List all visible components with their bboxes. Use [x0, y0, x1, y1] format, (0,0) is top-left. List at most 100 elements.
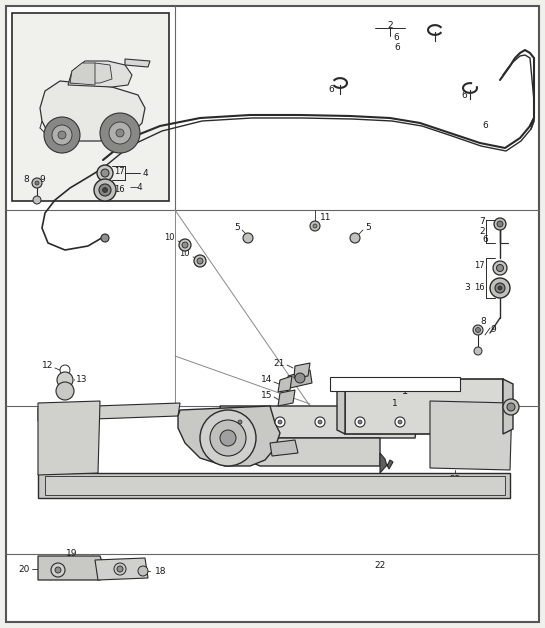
- Text: 20: 20: [19, 565, 30, 573]
- Text: 9: 9: [490, 325, 496, 335]
- Circle shape: [179, 239, 191, 251]
- Text: 4: 4: [143, 168, 149, 178]
- Polygon shape: [270, 440, 298, 456]
- Text: 14: 14: [261, 376, 272, 384]
- Circle shape: [313, 224, 317, 228]
- Text: 18: 18: [155, 566, 167, 575]
- Circle shape: [503, 399, 519, 415]
- Text: 10: 10: [165, 234, 175, 242]
- Circle shape: [475, 327, 481, 332]
- Text: 2: 2: [480, 227, 485, 236]
- Polygon shape: [337, 379, 345, 434]
- Circle shape: [200, 410, 256, 466]
- Text: 21: 21: [274, 359, 285, 367]
- Text: 8: 8: [23, 175, 29, 183]
- Circle shape: [474, 347, 482, 355]
- Text: 7: 7: [479, 217, 485, 225]
- Circle shape: [495, 283, 505, 293]
- Polygon shape: [220, 406, 420, 438]
- Text: 5: 5: [234, 224, 240, 232]
- Text: 12 13 14 15 21 22: 12 13 14 15 21 22: [360, 379, 429, 389]
- Circle shape: [32, 178, 42, 188]
- Text: 9: 9: [39, 175, 45, 183]
- Circle shape: [116, 129, 124, 137]
- Polygon shape: [40, 81, 145, 141]
- Polygon shape: [278, 390, 295, 406]
- Circle shape: [99, 184, 111, 196]
- Circle shape: [101, 169, 109, 177]
- Circle shape: [318, 420, 322, 424]
- Circle shape: [35, 181, 39, 185]
- Text: 22: 22: [374, 561, 386, 570]
- Circle shape: [493, 261, 507, 275]
- Circle shape: [494, 218, 506, 230]
- Bar: [330, 377, 460, 391]
- Text: 16: 16: [474, 283, 485, 293]
- Circle shape: [101, 234, 109, 242]
- Circle shape: [58, 131, 66, 139]
- Circle shape: [97, 165, 113, 181]
- Circle shape: [395, 417, 405, 427]
- Circle shape: [498, 286, 502, 290]
- Circle shape: [52, 125, 72, 145]
- Polygon shape: [278, 376, 292, 392]
- Circle shape: [490, 278, 510, 298]
- Polygon shape: [430, 401, 512, 470]
- Text: 6: 6: [482, 121, 488, 129]
- Circle shape: [102, 188, 107, 193]
- Bar: [12, 13, 169, 201]
- Text: 6: 6: [461, 92, 467, 100]
- Circle shape: [182, 242, 188, 248]
- Polygon shape: [38, 473, 510, 498]
- Circle shape: [51, 563, 65, 577]
- Circle shape: [197, 258, 203, 264]
- Polygon shape: [178, 406, 280, 466]
- Circle shape: [56, 382, 74, 400]
- Circle shape: [94, 179, 116, 201]
- Text: 10: 10: [179, 249, 190, 259]
- Text: 5: 5: [365, 224, 371, 232]
- Circle shape: [33, 196, 41, 204]
- Text: 1: 1: [402, 386, 408, 396]
- Polygon shape: [125, 59, 150, 67]
- Text: —4: —4: [130, 183, 144, 193]
- Circle shape: [398, 420, 402, 424]
- Text: 6: 6: [394, 43, 399, 53]
- Circle shape: [60, 365, 70, 375]
- Circle shape: [138, 566, 148, 576]
- Text: 8: 8: [480, 318, 486, 327]
- Polygon shape: [95, 558, 148, 580]
- Circle shape: [358, 420, 362, 424]
- Circle shape: [55, 567, 61, 573]
- Circle shape: [350, 233, 360, 243]
- Polygon shape: [70, 63, 95, 85]
- Polygon shape: [503, 379, 513, 434]
- Circle shape: [100, 113, 140, 153]
- Circle shape: [507, 403, 515, 411]
- Circle shape: [243, 233, 253, 243]
- Text: 19: 19: [66, 548, 78, 558]
- Circle shape: [109, 122, 131, 144]
- Text: 2: 2: [387, 21, 393, 30]
- Polygon shape: [70, 63, 112, 83]
- Circle shape: [220, 430, 236, 446]
- Text: 11: 11: [320, 214, 331, 222]
- Text: 3: 3: [464, 283, 470, 293]
- Polygon shape: [45, 476, 505, 495]
- Circle shape: [114, 563, 126, 575]
- Text: 6: 6: [328, 85, 334, 94]
- Text: 15: 15: [261, 391, 272, 399]
- Polygon shape: [38, 401, 100, 475]
- Text: 17: 17: [114, 166, 125, 175]
- Polygon shape: [38, 556, 105, 580]
- Circle shape: [238, 420, 242, 424]
- Polygon shape: [380, 453, 393, 473]
- Circle shape: [473, 325, 483, 335]
- Circle shape: [194, 255, 206, 267]
- Circle shape: [355, 417, 365, 427]
- Text: 22: 22: [450, 475, 461, 484]
- Polygon shape: [220, 438, 380, 466]
- Polygon shape: [68, 61, 132, 87]
- Circle shape: [315, 417, 325, 427]
- Text: 17: 17: [474, 261, 485, 269]
